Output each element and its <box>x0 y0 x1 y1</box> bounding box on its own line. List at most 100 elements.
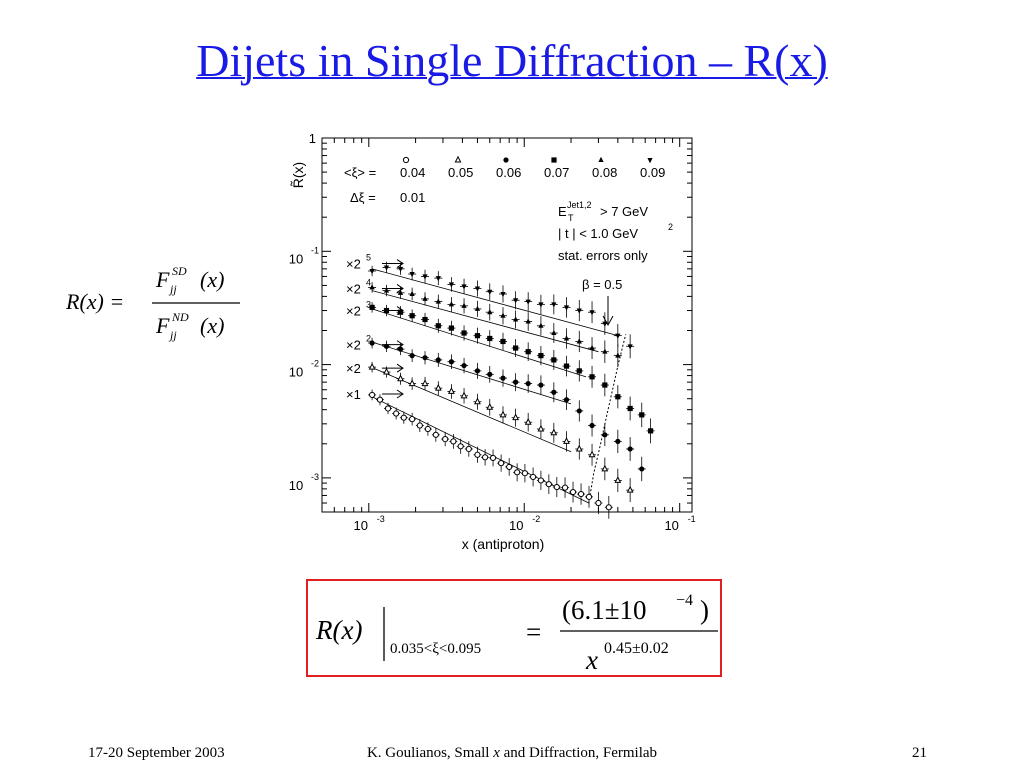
beta-arrow-head <box>602 315 614 327</box>
plot-axes: 10 -3 10 -2 10 -1 1 10 -1 10 -2 10 -3 <box>289 131 696 533</box>
data-point <box>481 454 489 461</box>
data-point <box>448 387 455 394</box>
data-point <box>595 499 602 507</box>
data-point <box>639 412 645 418</box>
series-scale-label: ×2 <box>346 281 361 296</box>
data-point <box>513 345 519 351</box>
series-scale-exponent: 2 <box>366 334 371 344</box>
data-point <box>424 425 431 433</box>
data-point <box>500 338 506 345</box>
data-point <box>474 451 481 458</box>
data-point <box>563 437 570 444</box>
data-point <box>498 460 505 467</box>
legend-marker <box>503 157 509 163</box>
data-point <box>577 490 585 498</box>
data-point <box>432 431 439 438</box>
data-point <box>434 383 442 391</box>
data-point <box>615 352 621 358</box>
cut-et-symbol: E <box>558 204 567 219</box>
data-point <box>551 357 557 363</box>
data-point <box>553 483 560 491</box>
data-point <box>551 302 557 308</box>
fit-equals: = <box>526 617 541 647</box>
data-point <box>461 302 467 308</box>
beta-label: β = 0.5 <box>582 277 622 292</box>
legend-dxi-label: Δξ = <box>350 190 376 205</box>
legend-marker <box>454 155 462 163</box>
data-point <box>521 470 529 477</box>
series-arrow-head <box>396 284 404 293</box>
data-point <box>487 309 493 315</box>
fit-lines <box>371 268 627 504</box>
footer-date: 17-20 September 2003 <box>88 745 225 761</box>
data-point <box>538 322 544 328</box>
data-points <box>368 261 655 519</box>
data-point <box>368 362 376 370</box>
data-point <box>474 286 481 292</box>
data-point <box>589 374 595 380</box>
data-point <box>393 410 400 417</box>
data-point <box>627 344 633 350</box>
data-point <box>569 488 577 496</box>
data-point <box>513 379 519 385</box>
data-point <box>512 413 520 421</box>
fit-xi-range: 0.035<ξ<0.095 <box>390 641 481 657</box>
data-point <box>602 382 608 388</box>
data-point <box>474 333 481 339</box>
legend-xi-value: 0.07 <box>544 165 569 180</box>
data-point <box>397 374 404 382</box>
data-point <box>500 312 506 318</box>
data-point <box>615 394 621 400</box>
data-point <box>474 368 481 374</box>
data-point <box>626 485 634 493</box>
data-point <box>489 454 497 462</box>
data-point <box>369 269 375 275</box>
data-point <box>461 330 467 336</box>
legend-marker <box>551 157 557 163</box>
fit-line <box>371 367 572 453</box>
data-point <box>525 349 531 355</box>
legend-xi-value: 0.08 <box>592 165 617 180</box>
data-point <box>576 408 582 414</box>
fit-exponent: 0.45±0.02 <box>604 640 669 657</box>
data-point <box>448 325 455 331</box>
data-point <box>627 405 633 412</box>
data-point <box>422 274 428 280</box>
data-point <box>561 484 569 491</box>
fit-line <box>371 268 618 337</box>
legend-dxi-value: 0.01 <box>400 190 425 205</box>
y-tick-label-exponent: -3 <box>311 472 319 482</box>
data-point <box>397 266 404 273</box>
series-scale-label: ×2 <box>346 361 361 376</box>
data-point <box>563 305 570 311</box>
plot-frame <box>321 137 693 513</box>
data-point <box>435 323 441 329</box>
data-point <box>499 410 507 418</box>
y-axis-label: R̃(x) <box>290 162 306 188</box>
data-point <box>474 397 481 405</box>
data-point <box>550 428 558 436</box>
data-point <box>627 446 633 452</box>
fit-result-box: R(x) 0.035<ξ<0.095 = (6.1±10 −4 ) x 0.45… <box>306 579 722 677</box>
cut-t: | t | < 1.0 GeV <box>558 226 638 241</box>
data-point <box>369 304 375 310</box>
data-point <box>589 422 595 429</box>
data-point <box>487 371 493 377</box>
y-tick-label: 10 <box>289 251 303 266</box>
data-point <box>537 424 545 432</box>
data-point <box>416 422 423 429</box>
data-point <box>474 305 481 311</box>
data-point <box>409 272 415 278</box>
data-point <box>576 338 582 344</box>
data-point <box>513 298 519 304</box>
data-point <box>435 276 441 282</box>
data-point <box>457 443 464 450</box>
legend-xi-value: 0.09 <box>640 165 665 180</box>
data-point <box>551 389 557 395</box>
data-point <box>409 353 415 359</box>
data-point <box>421 379 429 387</box>
data-point <box>585 493 593 500</box>
fit-line <box>371 290 599 353</box>
data-point <box>605 504 612 511</box>
data-point <box>442 435 449 443</box>
